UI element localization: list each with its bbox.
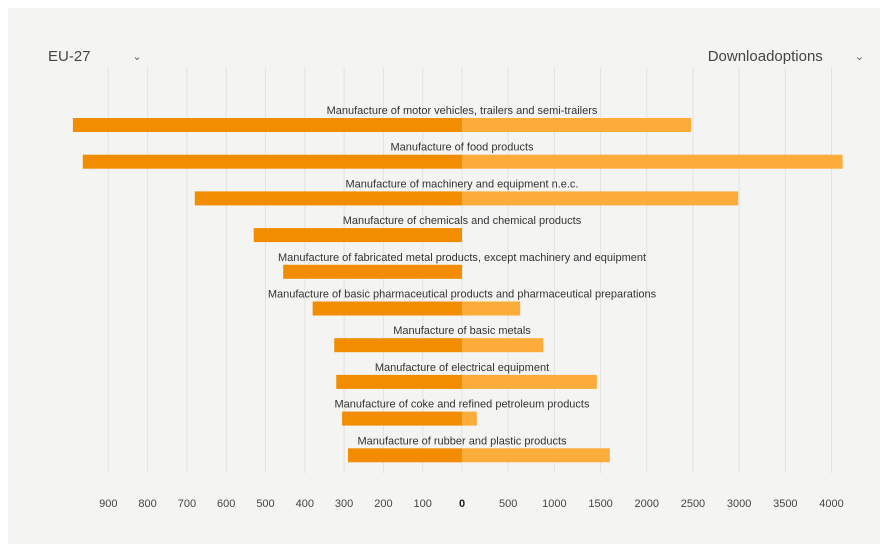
x-tick-label: 2500 [681, 498, 705, 510]
bar-right [462, 118, 692, 132]
bar-left [194, 191, 462, 206]
x-tick-label: 100 [414, 498, 432, 510]
bar-right [462, 448, 610, 463]
category-label: Manufacture of food products [390, 142, 534, 154]
bar-right [462, 191, 739, 206]
category-label: Manufacture of rubber and plastic produc… [357, 435, 567, 447]
download-options-label: Downloadoptions [707, 48, 823, 65]
x-tick-label: 800 [138, 498, 156, 510]
category-label: Manufacture of motor vehicles, trailers … [327, 105, 598, 117]
bar-right [462, 411, 477, 426]
x-tick-label: 2000 [635, 498, 659, 510]
bar-right [462, 374, 597, 389]
bar-right [462, 154, 843, 169]
x-tick-label: 4000 [819, 498, 843, 510]
x-tick-label: 900 [99, 498, 117, 510]
diverging-bar-chart: Manufacture of motor vehicles, trailers … [72, 68, 844, 510]
chevron-down-icon: ⌄ [854, 51, 864, 63]
x-tick-label: 500 [499, 498, 517, 510]
bar-left [342, 411, 462, 426]
bar-left [348, 448, 462, 463]
region-select-value: EU-27 [48, 48, 91, 65]
bar-left [253, 228, 462, 243]
x-tick-label: 500 [256, 498, 274, 510]
category-label: Manufacture of electrical equipment [375, 362, 549, 374]
x-tick-label: 600 [217, 498, 235, 510]
bar-left [283, 264, 462, 279]
x-tick-label: 700 [178, 498, 196, 510]
category-label: Manufacture of fabricated metal products… [278, 252, 646, 264]
bar-left [82, 154, 462, 169]
region-select[interactable]: EU-27 ⌄ [48, 48, 142, 65]
x-tick-label: 300 [335, 498, 353, 510]
bar-right [462, 301, 521, 316]
x-tick-label: 3500 [773, 498, 797, 510]
x-tick-label: 200 [374, 498, 392, 510]
category-label: Manufacture of basic pharmaceutical prod… [268, 289, 657, 301]
category-label: Manufacture of basic metals [393, 325, 531, 337]
x-tick-label: 1500 [588, 498, 612, 510]
x-tick-label: 1000 [542, 498, 566, 510]
bar-left [312, 301, 462, 316]
download-options-button[interactable]: Downloadoptions ⌄ [708, 48, 864, 65]
category-label: Manufacture of coke and refined petroleu… [335, 399, 590, 411]
category-label: Manufacture of machinery and equipment n… [346, 178, 579, 190]
x-tick-label: 3000 [727, 498, 751, 510]
bar-left [336, 374, 462, 389]
x-tick-label: 400 [296, 498, 314, 510]
bar-right [462, 338, 544, 353]
bar-left [72, 118, 463, 132]
chevron-down-icon: ⌄ [132, 51, 142, 63]
chart-panel: EU-27 ⌄ Downloadoptions ⌄ Manufacture of… [8, 8, 880, 544]
bar-left [334, 338, 462, 353]
x-tick-label: 0 [459, 498, 465, 510]
category-label: Manufacture of chemicals and chemical pr… [343, 215, 582, 227]
